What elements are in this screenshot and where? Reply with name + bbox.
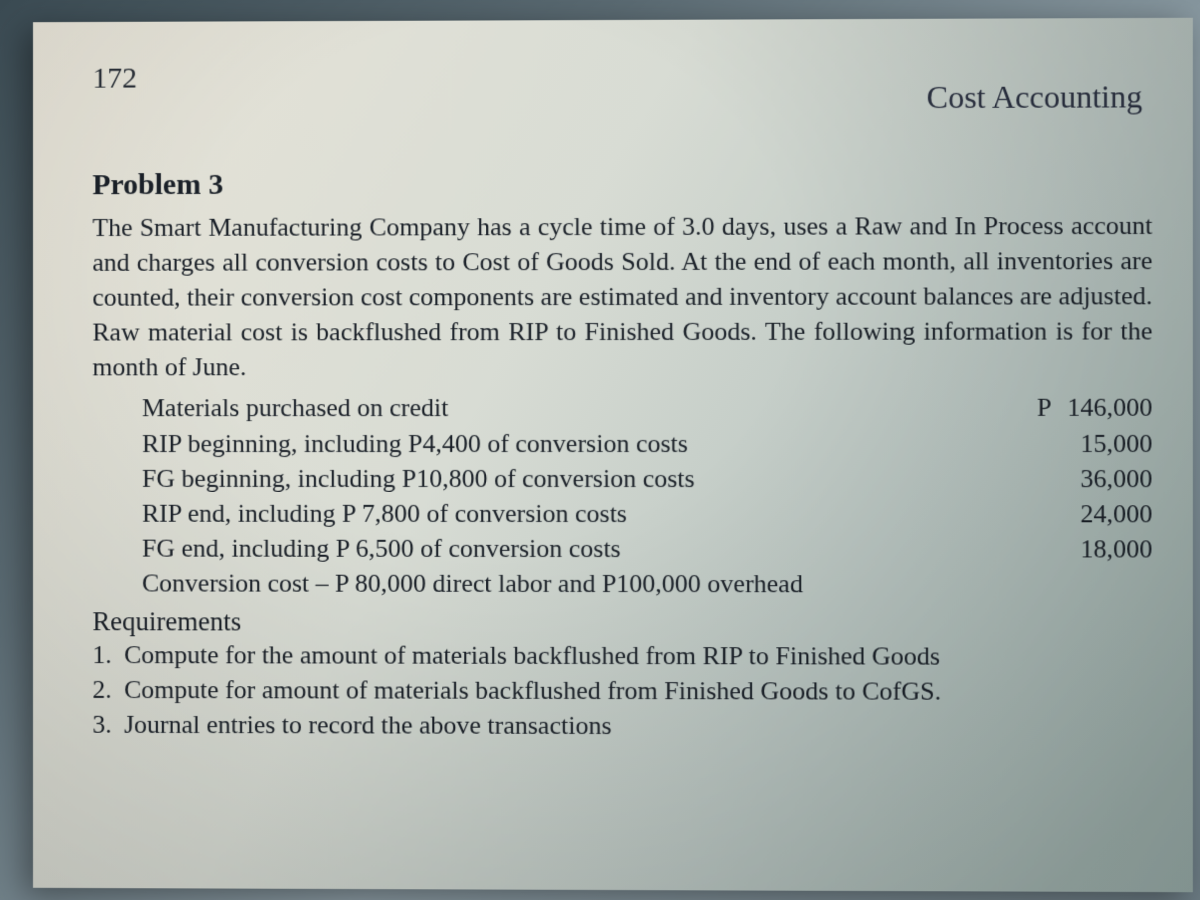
- chapter-title: Cost Accounting: [927, 78, 1143, 116]
- data-value: 18,000: [1011, 531, 1152, 566]
- requirements-list: 1. Compute for the amount of materials b…: [92, 637, 1152, 744]
- amount: 36,000: [1080, 464, 1152, 493]
- amount: 146,000: [1067, 393, 1152, 422]
- amount: 18,000: [1080, 534, 1152, 563]
- data-value: 24,000: [1011, 496, 1152, 531]
- data-row: Materials purchased on credit P146,000: [142, 390, 1152, 426]
- problem-heading: Problem 3: [92, 166, 1152, 203]
- requirement-item: 3. Journal entries to record the above t…: [92, 707, 1152, 745]
- requirement-number: 1.: [92, 637, 124, 672]
- requirements-heading: Requirements: [92, 606, 1152, 639]
- amount: 24,000: [1080, 499, 1152, 528]
- requirement-item: 2. Compute for amount of materials backf…: [92, 672, 1152, 709]
- data-value: P146,000: [1011, 390, 1152, 425]
- data-row: RIP end, including P 7,800 of conversion…: [142, 496, 1152, 532]
- data-row: RIP beginning, including P4,400 of conve…: [142, 425, 1152, 460]
- requirement-number: 2.: [92, 672, 124, 707]
- page-header: 172 Cost Accounting: [92, 58, 1152, 118]
- data-label: RIP end, including P 7,800 of conversion…: [142, 496, 1011, 532]
- data-value: 36,000: [1011, 461, 1152, 496]
- data-label: Conversion cost – P 80,000 direct labor …: [142, 565, 1011, 601]
- data-block: Materials purchased on credit P146,000 R…: [142, 390, 1152, 602]
- data-row: Conversion cost – P 80,000 direct labor …: [142, 565, 1152, 601]
- data-label: Materials purchased on credit: [142, 390, 1011, 425]
- problem-body-text: The Smart Manufacturing Company has a cy…: [92, 208, 1152, 385]
- requirement-text: Journal entries to record the above tran…: [124, 707, 1152, 745]
- page-number: 172: [92, 62, 137, 96]
- data-value: [1011, 566, 1152, 601]
- data-label: FG end, including P 6,500 of conversion …: [142, 531, 1011, 567]
- requirement-item: 1. Compute for the amount of materials b…: [92, 637, 1152, 674]
- data-value: 15,000: [1011, 425, 1152, 460]
- data-label: FG beginning, including P10,800 of conve…: [142, 461, 1011, 496]
- data-row: FG end, including P 6,500 of conversion …: [142, 531, 1152, 567]
- data-row: FG beginning, including P10,800 of conve…: [142, 461, 1152, 496]
- currency-symbol: P: [1037, 390, 1067, 425]
- amount: 15,000: [1080, 428, 1152, 457]
- textbook-page: 172 Cost Accounting Problem 3 The Smart …: [33, 18, 1193, 892]
- requirement-number: 3.: [92, 707, 124, 742]
- data-label: RIP beginning, including P4,400 of conve…: [142, 425, 1011, 460]
- requirement-text: Compute for the amount of materials back…: [124, 637, 1152, 674]
- requirement-text: Compute for amount of materials backflus…: [124, 672, 1152, 709]
